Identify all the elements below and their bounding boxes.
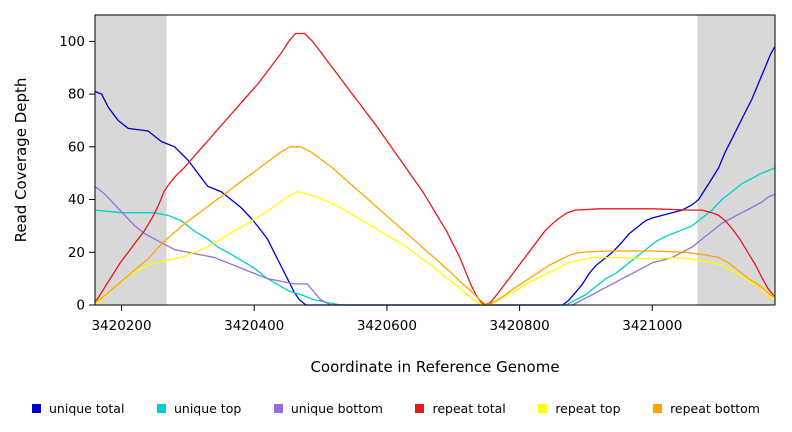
legend-label: unique top xyxy=(173,400,242,416)
legend-swatch xyxy=(415,403,425,413)
shaded-region xyxy=(95,15,167,305)
x-tick-label: 3420600 xyxy=(357,318,417,334)
series-layer xyxy=(94,32,776,306)
x-tick-label: 3420800 xyxy=(490,318,550,334)
legend-item: repeat bottom xyxy=(653,401,760,416)
y-tick-label: 0 xyxy=(76,298,85,314)
series-line-unique-top xyxy=(94,167,776,306)
y-axis-label: Read Coverage Depth xyxy=(12,78,30,243)
x-tick-label: 3420200 xyxy=(91,318,151,334)
legend-label: repeat top xyxy=(555,400,621,416)
series-line-unique-bottom xyxy=(94,185,776,306)
legend-swatch xyxy=(653,403,663,413)
x-tick-label: 3420400 xyxy=(224,318,284,334)
plot-border xyxy=(94,14,776,306)
x-axis-label: Coordinate in Reference Genome xyxy=(310,358,559,376)
legend-item: unique top xyxy=(156,400,242,416)
legend-label: repeat bottom xyxy=(670,400,760,416)
series-line-repeat-total xyxy=(94,32,776,306)
legend-label: unique total xyxy=(49,400,125,416)
legend-swatch xyxy=(156,403,166,413)
legend-item: unique bottom xyxy=(273,400,383,416)
legend-label: unique bottom xyxy=(290,400,383,416)
x-tick-label: 3421000 xyxy=(622,318,682,334)
legend-swatch xyxy=(538,403,548,413)
y-tick-label: 60 xyxy=(68,139,85,155)
axis-layer: 3420200 3420400 3420600 3420800 3421000 0 20 40… xyxy=(59,14,776,334)
series-line-repeat-top xyxy=(94,190,776,306)
y-tick-label: 40 xyxy=(68,192,85,208)
chart-legend: unique total unique top unique bottom repea… xyxy=(0,398,792,418)
y-tick-label: 80 xyxy=(68,87,85,103)
series-line-repeat-bottom xyxy=(94,146,776,306)
legend-swatch xyxy=(273,403,283,413)
legend-label: repeat total xyxy=(432,400,506,416)
legend-item: repeat total xyxy=(415,400,506,416)
y-tick-label: 20 xyxy=(68,245,85,261)
shaded-region xyxy=(697,15,775,305)
shade-layer xyxy=(95,15,775,305)
legend-item: unique total xyxy=(32,401,124,416)
y-tick-label: 100 xyxy=(59,34,85,50)
series-line-unique-total xyxy=(94,46,776,306)
legend-swatch xyxy=(32,403,41,413)
legend-item: repeat top xyxy=(538,400,621,416)
